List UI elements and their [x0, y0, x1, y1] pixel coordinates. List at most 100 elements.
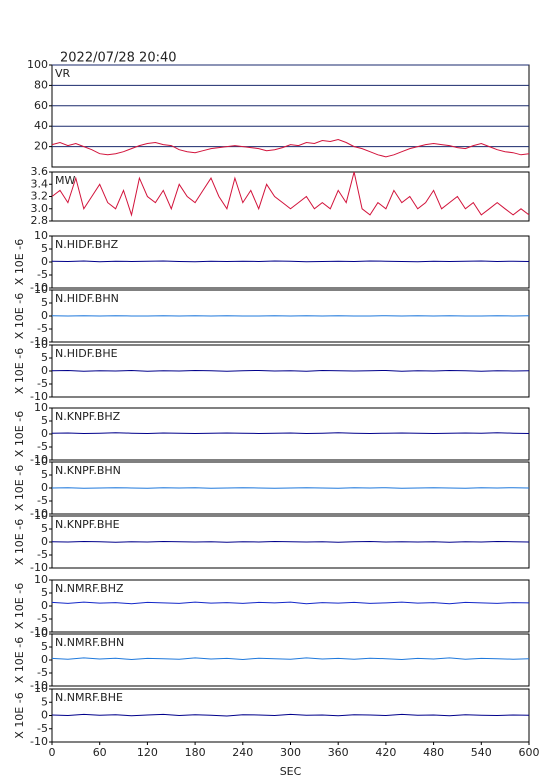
x-tick-label: 60	[93, 746, 107, 759]
y-tick-label: 0	[41, 709, 48, 722]
y-tick-label: 60	[34, 99, 48, 112]
y-tick-label: 5	[41, 351, 48, 364]
y-tick-label: -5	[37, 494, 48, 507]
y-tick-label: 20	[34, 140, 48, 153]
series-line	[51, 657, 530, 661]
y-tick-label: 3.6	[31, 165, 49, 178]
y-tick-label: -5	[37, 322, 48, 335]
y-tick-label: 5	[41, 242, 48, 255]
y-tick-label: 0	[41, 364, 48, 377]
series-line	[51, 369, 530, 372]
y-tick-label: -5	[37, 666, 48, 679]
panel-title: N.HIDF.BHE	[55, 347, 118, 360]
y-tick-label: -10	[30, 507, 48, 520]
y-tick-label: 10	[34, 338, 48, 351]
x-tick-label: 360	[328, 746, 349, 759]
series-line	[51, 260, 530, 263]
y-tick-label: 3.2	[31, 190, 49, 203]
y-tick-label: 3.4	[31, 177, 49, 190]
series-line	[51, 138, 530, 158]
y-tick-label: 80	[34, 78, 48, 91]
x-tick-label: 0	[49, 746, 56, 759]
y-tick-label: 40	[34, 119, 48, 132]
y-tick-label: -5	[37, 612, 48, 625]
y-tick-label: -10	[30, 281, 48, 294]
y-tick-label: -5	[37, 377, 48, 390]
y-axis-label: X 10E -6	[13, 348, 26, 394]
y-tick-label: 5	[41, 586, 48, 599]
panel-title: N.KNPF.BHN	[55, 464, 121, 477]
panel-title: N.NMRF.BHE	[55, 691, 123, 704]
y-axis-label: X 10E -6	[13, 239, 26, 285]
y-tick-label: 100	[27, 58, 48, 71]
panel-title: N.HIDF.BHZ	[55, 238, 119, 251]
y-axis-label: X 10E -6	[13, 692, 26, 738]
y-tick-label: 10	[34, 573, 48, 586]
x-tick-label: 120	[137, 746, 158, 759]
x-tick-label: 420	[375, 746, 396, 759]
y-tick-label: 5	[41, 468, 48, 481]
x-tick-label: 240	[232, 746, 253, 759]
x-tick-label: 540	[471, 746, 492, 759]
y-tick-label: 2.8	[31, 214, 49, 227]
series-line	[51, 487, 530, 489]
y-tick-label: 5	[41, 414, 48, 427]
y-tick-label: -10	[30, 679, 48, 692]
y-axis-label: X 10E -6	[13, 411, 26, 457]
series-line	[51, 540, 530, 543]
y-tick-label: 10	[34, 627, 48, 640]
y-tick-label: 0	[41, 599, 48, 612]
y-tick-label: -10	[30, 335, 48, 348]
y-tick-label: 10	[34, 283, 48, 296]
y-axis-label: X 10E -6	[13, 519, 26, 565]
series-line	[51, 432, 530, 435]
y-tick-label: 0	[41, 309, 48, 322]
y-tick-label: 3.0	[31, 202, 49, 215]
y-axis-label: X 10E -6	[13, 465, 26, 511]
panel-title: N.KNPF.BHE	[55, 518, 120, 531]
x-tick-label: 180	[185, 746, 206, 759]
panel-title: N.KNPF.BHZ	[55, 410, 121, 423]
y-tick-label: -10	[30, 735, 48, 748]
x-axis-label: SEC	[280, 765, 302, 778]
y-tick-label: -10	[30, 453, 48, 466]
y-tick-label: 5	[41, 640, 48, 653]
series-line	[51, 171, 530, 217]
y-tick-label: 10	[34, 682, 48, 695]
x-tick-label: 300	[280, 746, 301, 759]
y-tick-label: 0	[41, 481, 48, 494]
y-tick-label: 10	[34, 229, 48, 242]
panel-title: N.NMRF.BHZ	[55, 582, 124, 595]
panel-title: MW	[55, 174, 75, 187]
y-tick-label: 10	[34, 509, 48, 522]
y-tick-label: 5	[41, 695, 48, 708]
panel-title: N.HIDF.BHN	[55, 292, 119, 305]
y-tick-label: -10	[30, 625, 48, 638]
panel-title: VR	[55, 67, 71, 80]
y-tick-label: -5	[37, 722, 48, 735]
timestamp: 2022/07/28 20:40	[60, 51, 177, 66]
y-tick-label: 10	[34, 455, 48, 468]
y-tick-label: -5	[37, 548, 48, 561]
y-tick-label: 0	[41, 427, 48, 440]
series-line	[51, 713, 530, 717]
y-axis-label: X 10E -6	[13, 583, 26, 629]
y-tick-label: 5	[41, 522, 48, 535]
y-tick-label: -5	[37, 440, 48, 453]
y-tick-label: 0	[41, 653, 48, 666]
y-axis-label: X 10E -6	[13, 637, 26, 683]
y-tick-label: -10	[30, 561, 48, 574]
y-tick-label: -10	[30, 390, 48, 403]
y-tick-label: 5	[41, 296, 48, 309]
x-tick-label: 600	[519, 746, 540, 759]
y-tick-label: 10	[34, 401, 48, 414]
x-tick-label: 480	[423, 746, 444, 759]
y-axis-label: X 10E -6	[13, 293, 26, 339]
y-tick-label: -5	[37, 268, 48, 281]
panel-title: N.NMRF.BHN	[55, 636, 124, 649]
series-line	[51, 601, 530, 605]
y-tick-label: 0	[41, 535, 48, 548]
y-tick-label: 0	[41, 255, 48, 268]
